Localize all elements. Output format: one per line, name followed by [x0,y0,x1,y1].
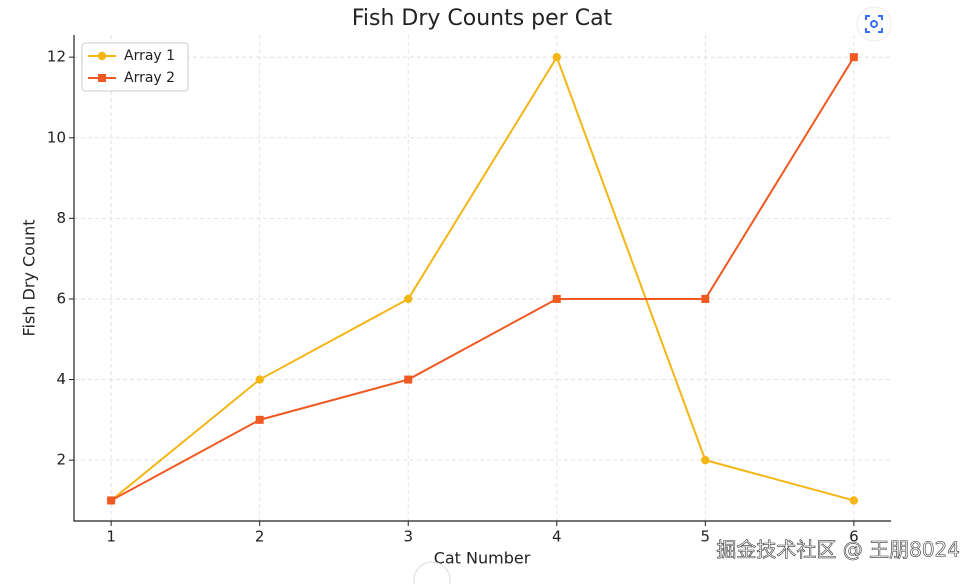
x-axis-label: Cat Number [434,549,531,568]
watermark: 掘金技术社区 @ 王朋8024 [716,538,960,562]
y-axis-label: Fish Dry Count [20,219,39,336]
y-tick-label: 2 [56,451,66,469]
marker [701,294,710,303]
series-line [110,56,855,502]
scan-icon[interactable] [856,6,892,42]
marker [107,496,116,505]
marker [404,294,413,304]
y-tick-label: 8 [56,209,66,227]
marker [255,375,264,384]
y-tick-label: 4 [56,370,66,388]
chart-title: Fish Dry Counts per Cat [352,6,613,31]
marker [97,51,107,61]
y-tick-label: 6 [56,289,66,307]
marker [552,52,561,62]
marker [701,455,710,465]
x-tick-label: 4 [552,528,562,546]
axes [73,35,891,522]
y-tick-label: 10 [47,128,66,146]
legend-label: Array 1 [124,48,175,64]
grid [74,35,891,521]
x-tick-label: 5 [701,528,711,546]
x-tick-label: 6 [849,528,859,546]
x-tick-label: 2 [255,528,265,546]
series-line [110,54,855,502]
legend-label: Array 2 [124,70,175,86]
marker [98,74,106,82]
scroll-icon[interactable] [413,561,451,584]
marker [849,53,858,62]
marker [849,496,859,505]
x-tick-label: 1 [106,528,116,546]
x-tick-label: 3 [403,528,413,546]
marker [255,415,264,424]
marker [552,294,561,303]
y-tick-label: 12 [47,48,66,66]
marker [404,375,413,384]
